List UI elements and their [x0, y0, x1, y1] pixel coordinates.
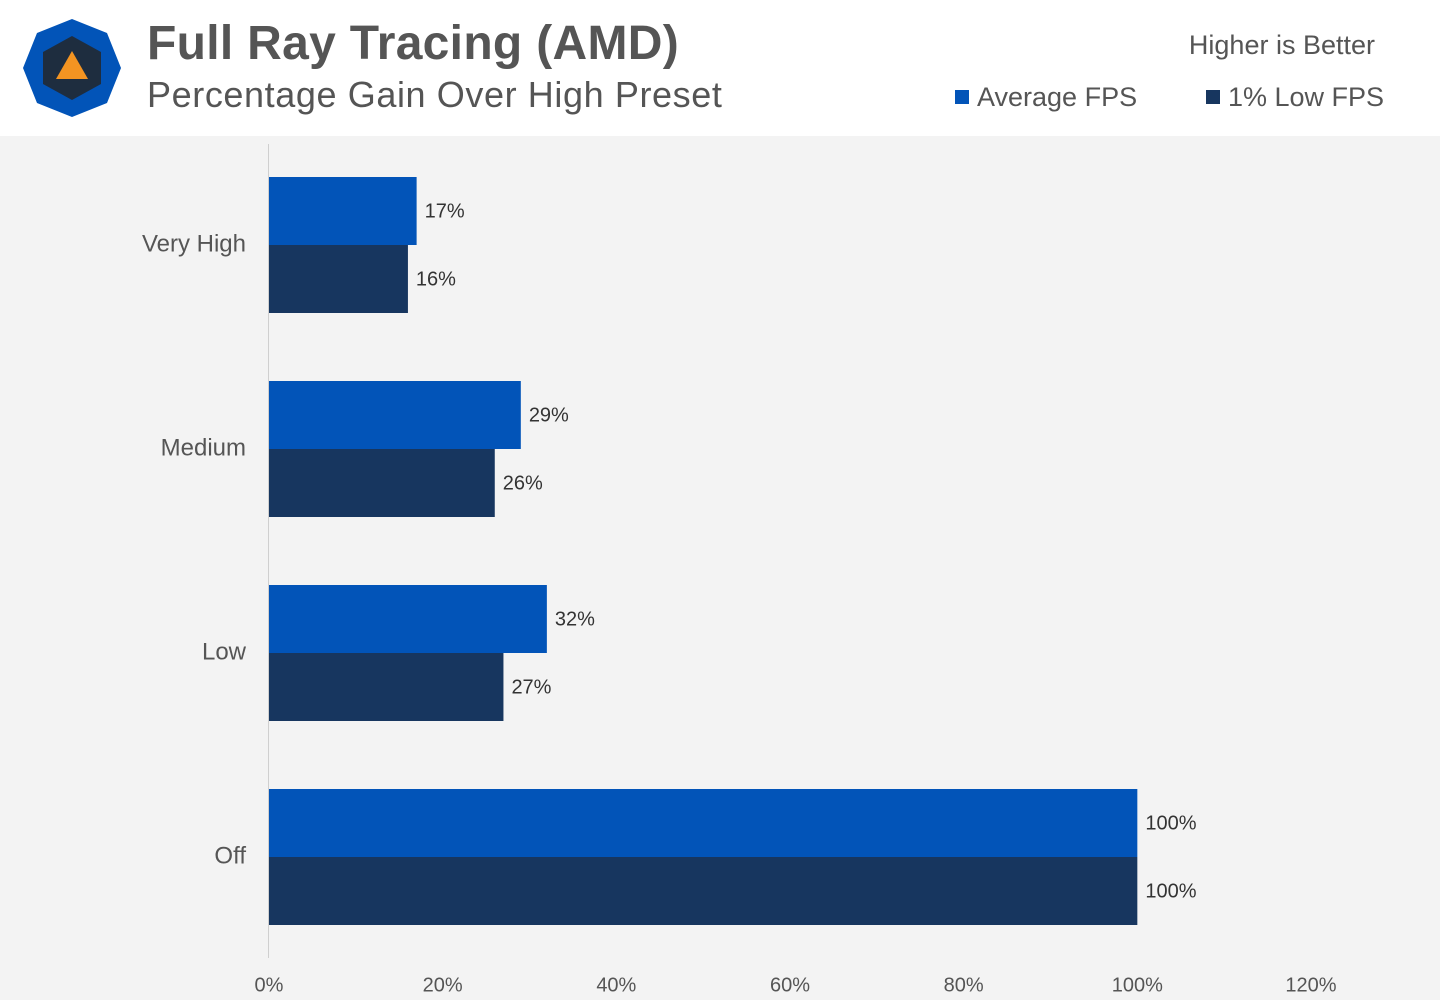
data-label: 100% [1145, 812, 1196, 834]
bar [269, 245, 408, 313]
bar [269, 789, 1138, 857]
data-label: 100% [1145, 880, 1196, 902]
x-tick-label: 100% [1112, 974, 1163, 996]
data-label: 16% [416, 268, 456, 290]
legend-label-average-fps: Average FPS [977, 81, 1138, 112]
bar [269, 381, 521, 449]
x-tick-label: 60% [770, 974, 810, 996]
category-label: Low [202, 638, 247, 665]
bar [269, 653, 504, 721]
data-label: 29% [529, 404, 569, 426]
data-label: 32% [555, 608, 595, 630]
legend-label-1pct-low-fps: 1% Low FPS [1228, 81, 1385, 112]
bar-chart: Very High 17% 16% Medium 29% 26% Low 32% 27% Off 1… [142, 144, 1337, 996]
logo-icon [23, 19, 121, 117]
legend-item-1pct-low-fps: 1% Low FPS [1206, 82, 1384, 112]
chart-title: Full Ray Tracing (AMD) [147, 17, 679, 70]
x-tick-label: 80% [944, 974, 984, 996]
logo-triangle [56, 51, 88, 79]
x-tick-label: 120% [1285, 974, 1336, 996]
category-label: Medium [161, 434, 246, 461]
bar [269, 585, 547, 653]
x-tick-label: 0% [255, 974, 284, 996]
x-tick-label: 40% [596, 974, 636, 996]
legend-item-average-fps: Average FPS [955, 82, 1137, 112]
bar [269, 449, 495, 517]
higher-is-better-note: Higher is Better [1188, 30, 1375, 60]
x-tick-label: 20% [423, 974, 463, 996]
category-label: Very High [142, 230, 246, 257]
chart-header: Full Ray Tracing (AMD) Percentage Gain O… [0, 0, 1440, 136]
chart-subtitle: Percentage Gain Over High Preset [147, 74, 723, 115]
legend-swatch-average-fps [955, 90, 969, 104]
legend-swatch-1pct-low-fps [1206, 90, 1220, 104]
data-label: 17% [425, 200, 465, 222]
data-label: 26% [503, 472, 543, 494]
bar [269, 177, 417, 245]
data-label: 27% [511, 676, 551, 698]
category-label: Off [214, 842, 246, 869]
bar [269, 857, 1138, 925]
